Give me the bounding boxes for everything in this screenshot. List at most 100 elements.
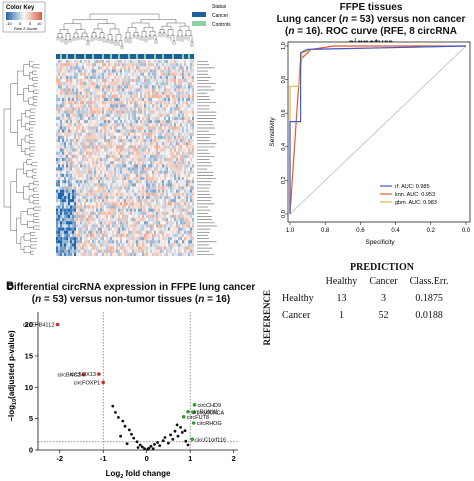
heatmap-cell	[166, 173, 169, 178]
heatmap-cell	[172, 66, 175, 70]
heatmap-cell	[104, 189, 107, 193]
heatmap-cell	[136, 148, 139, 152]
heatmap-cell	[58, 173, 61, 178]
heatmap-cell	[62, 69, 65, 73]
heatmap-cell	[160, 75, 163, 80]
heatmap-cell	[186, 101, 189, 105]
heatmap-cell	[176, 123, 179, 127]
heatmap-cell	[152, 60, 155, 64]
heatmap-cell	[116, 88, 119, 92]
heatmap-cell	[162, 243, 165, 247]
heatmap-cell	[134, 173, 137, 178]
heatmap-cell	[136, 249, 139, 253]
heatmap-cell	[188, 211, 191, 215]
heatmap-cell	[80, 214, 83, 219]
heatmap-cell	[122, 66, 125, 70]
heatmap-cell	[180, 170, 183, 174]
heatmap-cell	[112, 94, 115, 98]
heatmap-cell	[172, 218, 175, 222]
heatmap-cell	[130, 176, 133, 181]
heatmap-cell	[96, 126, 99, 130]
heatmap-cell	[94, 85, 97, 89]
heatmap-cell	[192, 224, 195, 228]
heatmap-cell	[120, 176, 123, 181]
heatmap-cell	[122, 192, 125, 196]
heatmap-cell	[78, 94, 81, 98]
heatmap-cell	[94, 142, 97, 146]
heatmap-cell	[142, 97, 145, 102]
heatmap-cell	[172, 167, 175, 171]
heatmap-cell	[190, 104, 193, 108]
roc-legend-label: knn. AUC: 0.953	[395, 192, 435, 198]
heatmap-cell	[78, 142, 81, 146]
heatmap-cell	[62, 205, 65, 209]
heatmap-cell	[122, 78, 125, 83]
heatmap-cell	[164, 85, 167, 89]
heatmap-cell	[138, 233, 141, 238]
heatmap-cell	[88, 69, 91, 73]
heatmap-cell	[86, 85, 89, 89]
dendrogram-branch	[84, 36, 89, 41]
status-cell	[100, 54, 103, 59]
heatmap-cell	[86, 227, 89, 231]
heatmap-cell	[186, 173, 189, 178]
heatmap-cell	[178, 208, 181, 212]
heatmap-cell	[68, 151, 71, 155]
heatmap-cell	[160, 97, 163, 102]
heatmap-cell	[172, 85, 175, 89]
heatmap-cell	[120, 116, 123, 121]
heatmap-cell	[140, 240, 143, 244]
heatmap-cell	[72, 113, 75, 117]
heatmap-cell	[56, 186, 59, 190]
heatmap-cell	[158, 123, 161, 127]
heatmap-cell	[132, 221, 135, 225]
heatmap-cell	[72, 252, 75, 257]
heatmap-cell	[56, 135, 59, 140]
heatmap-cell	[108, 151, 111, 155]
heatmap-cell	[176, 205, 179, 209]
heatmap-cell	[56, 66, 59, 70]
heatmap-cell	[166, 69, 169, 73]
heatmap-cell	[106, 249, 109, 253]
heatmap-cell	[168, 183, 171, 187]
heatmap-cell	[142, 91, 145, 95]
heatmap-cell	[130, 233, 133, 238]
heatmap-cell	[160, 148, 163, 152]
dendrogram-branch	[33, 219, 40, 224]
heatmap-cell	[100, 135, 103, 140]
volcano-title-n1: n	[35, 294, 42, 305]
heatmap-cell	[124, 110, 127, 114]
heatmap-cell	[144, 72, 147, 76]
heatmap-cell	[120, 132, 123, 136]
heatmap-cell	[134, 233, 137, 238]
heatmap-cell	[86, 139, 89, 143]
heatmap-cell	[142, 154, 145, 159]
heatmap-cell	[176, 101, 179, 105]
heatmap-cell	[134, 129, 137, 133]
heatmap-cell	[170, 186, 173, 190]
heatmap-cell	[192, 113, 195, 117]
heatmap-cell	[192, 199, 195, 203]
heatmap-cell	[124, 97, 127, 102]
heatmap-cell	[144, 94, 147, 98]
heatmap-cell	[64, 120, 67, 124]
heatmap-cell	[188, 202, 191, 206]
heatmap-cell	[112, 240, 115, 244]
heatmap-cell	[130, 123, 133, 127]
heatmap-cell	[188, 192, 191, 196]
heatmap-cell	[116, 129, 119, 133]
heatmap-cell	[116, 78, 119, 83]
heatmap-cell	[80, 135, 83, 140]
heatmap-cell	[126, 82, 129, 86]
heatmap-cell	[184, 123, 187, 127]
heatmap-cell	[190, 240, 193, 244]
heatmap-cell	[118, 211, 121, 215]
heatmap-cell	[78, 132, 81, 136]
heatmap-cell	[126, 94, 129, 98]
heatmap-cell	[162, 110, 165, 114]
heatmap-cell	[94, 110, 97, 114]
roc-title-line2-n: n	[342, 14, 349, 25]
heatmap-cell	[150, 113, 153, 117]
heatmap-cell	[112, 227, 115, 231]
heatmap-cell	[152, 78, 155, 83]
